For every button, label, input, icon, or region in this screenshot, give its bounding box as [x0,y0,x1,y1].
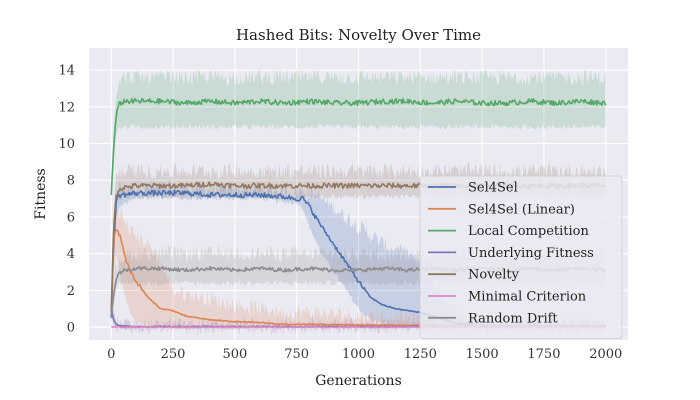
x-tick-label: 0 [107,347,115,362]
y-tick-label: 8 [67,174,75,189]
x-tick-label: 1750 [527,347,560,362]
band-sel4sel [111,179,606,331]
y-tick-label: 4 [67,247,75,262]
y-tick-label: 0 [67,321,75,336]
x-tick-label: 2000 [589,347,622,362]
chart-title: Hashed Bits: Novelty Over Time [236,26,481,44]
legend-label: Sel4Sel [468,181,518,196]
y-tick-label: 10 [58,137,75,152]
legend-label: Sel4Sel (Linear) [468,202,575,217]
legend-label: Random Drift [468,311,558,326]
x-axis-label: Generations [315,373,402,389]
legend: Sel4Sel Sel4Sel (Linear) Local Competition… [419,175,623,340]
y-tick-label: 6 [67,210,75,225]
y-tick-label: 12 [58,100,75,115]
series-line-local-competition [110,98,607,195]
legend-label: Minimal Criterion [468,290,587,305]
y-axis-label: Fitness [33,168,49,220]
band-minimal-criterion [111,318,606,336]
x-tick-label: 1500 [466,347,499,362]
band-sel4sel-linear- [111,206,606,331]
y-tick-label: 14 [58,64,75,79]
legend-box [419,175,623,340]
x-tick-label: 500 [222,347,247,362]
x-tick-label: 750 [284,347,309,362]
legend-label: Underlying Fitness [468,246,594,261]
legend-label: Local Competition [468,224,589,239]
x-tick-label: 1000 [342,347,375,362]
y-tick-label: 2 [67,284,75,299]
x-tick-labels: 0 250 500 750 1000 1250 1500 1750 2000 [107,347,622,362]
y-tick-labels: 0 2 4 6 8 10 12 14 [58,64,75,336]
x-tick-label: 1250 [404,347,437,362]
x-tick-label: 250 [161,347,186,362]
legend-label: Novelty [468,268,520,283]
